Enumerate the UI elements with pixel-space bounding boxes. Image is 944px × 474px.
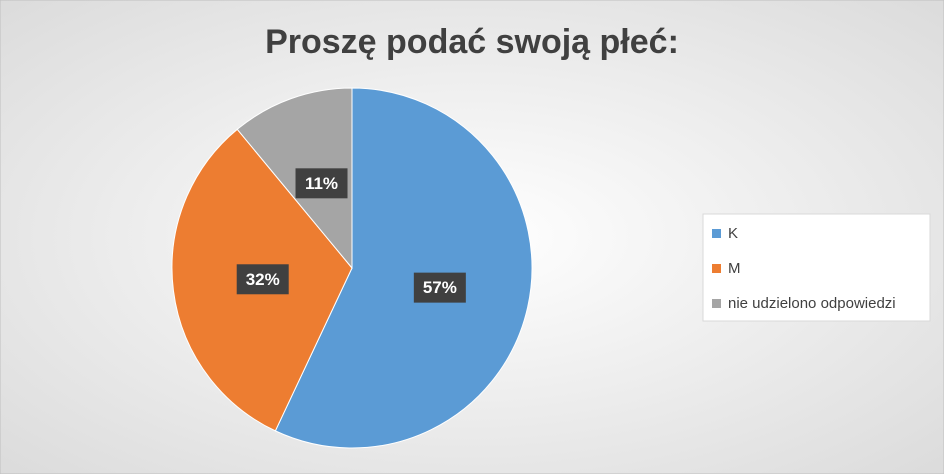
chart-title: Proszę podać swoją płeć: bbox=[265, 23, 679, 61]
pie-slice bbox=[236, 87, 353, 270]
pie-slice bbox=[274, 87, 533, 449]
legend-label: K bbox=[728, 225, 738, 242]
data-label: 32% bbox=[246, 270, 280, 289]
data-label-box bbox=[236, 264, 289, 295]
legend-swatch bbox=[712, 229, 721, 238]
legend-box bbox=[702, 213, 931, 322]
legend-label: M bbox=[728, 260, 741, 277]
legend-label: nie udzielono odpowiedzi bbox=[728, 295, 896, 312]
data-label: 11% bbox=[305, 174, 338, 193]
data-label: 57% bbox=[423, 278, 457, 297]
legend-swatch bbox=[712, 299, 721, 308]
data-label-box bbox=[413, 272, 466, 303]
legend-swatch bbox=[712, 264, 721, 273]
data-label-box bbox=[295, 168, 348, 199]
